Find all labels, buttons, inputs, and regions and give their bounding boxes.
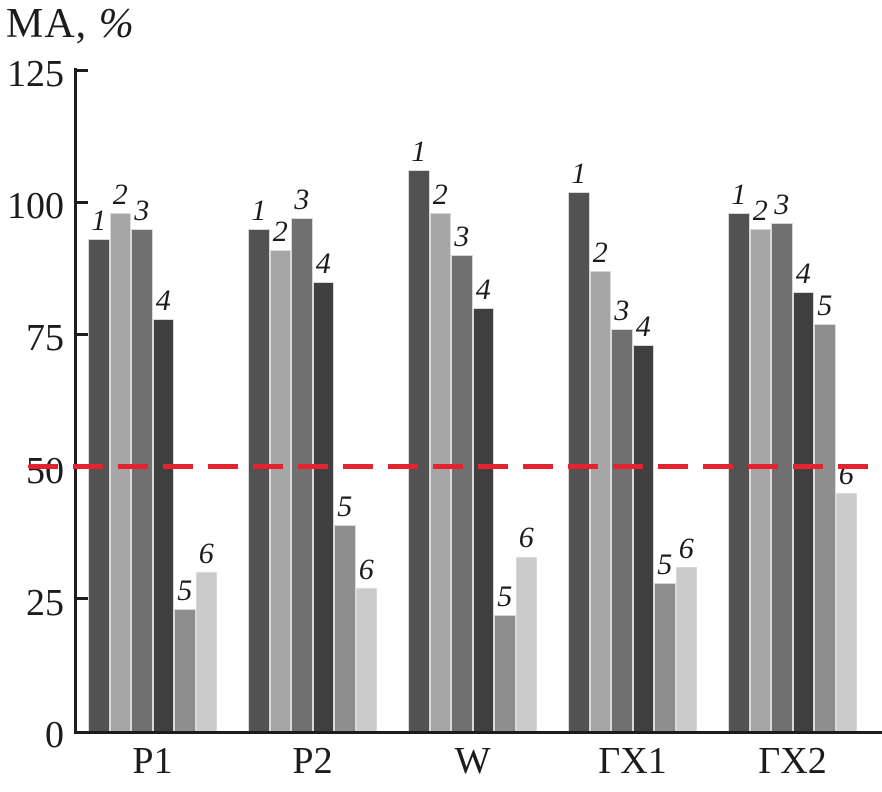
x-category-label-W: W <box>454 740 491 782</box>
bar-number-label-ГХ1-2: 2 <box>592 235 608 269</box>
bar-number-label-ГХ2-3: 3 <box>774 188 790 222</box>
y-tick-75 <box>74 332 88 336</box>
bar-W-series6 <box>515 556 537 731</box>
bar-number-label-W-3: 3 <box>454 220 470 254</box>
bar-ГХ2-series4 <box>792 292 814 731</box>
bar-number-label-P1-3: 3 <box>134 193 150 227</box>
bar-number-label-P1-2: 2 <box>112 177 128 211</box>
bar-ГХ1-series3 <box>611 329 633 731</box>
bar-P1-series1 <box>88 239 110 731</box>
bar-number-label-ГХ1-5: 5 <box>657 547 673 581</box>
bar-P1-series2 <box>109 212 131 731</box>
bar-P2-series5 <box>334 524 356 731</box>
x-category-label-P1: P1 <box>132 740 173 782</box>
y-tick-100 <box>74 200 88 204</box>
bar-number-label-W-2: 2 <box>432 177 448 211</box>
bar-number-label-ГХ2-4: 4 <box>795 257 811 291</box>
bar-P1-series4 <box>152 318 174 731</box>
bar-P1-series6 <box>195 572 217 731</box>
y-axis-title: MA, % <box>6 0 135 48</box>
bar-number-label-ГХ2-5: 5 <box>817 288 833 322</box>
bar-ГХ2-series2 <box>749 228 771 731</box>
bar-number-label-P2-2: 2 <box>272 214 288 248</box>
bar-P1-series5 <box>174 609 196 731</box>
bar-P2-series2 <box>269 249 291 731</box>
y-tick-label-0: 0 <box>45 714 64 756</box>
bar-number-label-P2-4: 4 <box>315 246 331 280</box>
bar-P2-series6 <box>355 588 377 731</box>
reference-line-50pct <box>28 464 882 470</box>
bar-ГХ1-series2 <box>589 270 611 731</box>
bar-number-label-P2-6: 6 <box>358 553 374 587</box>
percent-sign: % <box>98 1 135 47</box>
bar-ГХ1-series5 <box>654 582 676 731</box>
bar-P2-series4 <box>312 281 334 731</box>
bar-P1-series3 <box>131 228 153 731</box>
bar-ГХ2-series1 <box>728 212 750 731</box>
x-category-label-ГХ2: ГХ2 <box>758 740 827 782</box>
bar-number-label-W-4: 4 <box>475 272 491 306</box>
bar-number-label-P2-1: 1 <box>251 193 267 227</box>
y-tick-25 <box>74 597 88 601</box>
bar-number-label-P1-4: 4 <box>155 283 171 317</box>
x-category-label-P2: P2 <box>292 740 333 782</box>
bar-ГХ1-series6 <box>675 567 697 731</box>
y-tick-label-25: 25 <box>26 581 64 624</box>
bar-W-series4 <box>472 307 494 731</box>
bar-number-label-ГХ1-6: 6 <box>678 532 694 566</box>
bar-W-series2 <box>429 212 451 731</box>
bar-ГХ1-series4 <box>632 344 654 731</box>
bar-P2-series3 <box>291 218 313 731</box>
x-axis-line <box>74 731 882 734</box>
bar-number-label-W-6: 6 <box>518 521 534 555</box>
bar-number-label-ГХ2-1: 1 <box>731 177 747 211</box>
bar-W-series3 <box>451 255 473 731</box>
bar-number-label-ГХ1-3: 3 <box>614 294 630 328</box>
bar-number-label-P1-6: 6 <box>198 537 214 571</box>
y-axis-title-text: MA, <box>6 1 99 47</box>
bar-number-label-P2-3: 3 <box>294 183 310 217</box>
bar-number-label-P1-5: 5 <box>177 574 193 608</box>
bar-number-label-P2-5: 5 <box>337 489 353 523</box>
bar-ГХ1-series1 <box>568 191 590 731</box>
y-tick-125 <box>74 68 88 72</box>
y-tick-label-125: 125 <box>7 53 64 95</box>
x-category-label-ГХ1: ГХ1 <box>598 740 667 782</box>
bar-number-label-ГХ2-2: 2 <box>752 193 768 227</box>
y-axis-line <box>74 68 77 734</box>
bar-number-label-W-5: 5 <box>497 579 513 613</box>
bar-number-label-ГХ1-4: 4 <box>635 309 651 343</box>
y-tick-label-50: 50 <box>26 449 64 492</box>
bar-number-label-ГХ1-1: 1 <box>571 156 587 190</box>
y-tick-label-100: 100 <box>7 185 64 228</box>
bar-number-label-P1-1: 1 <box>91 204 107 238</box>
bar-W-series5 <box>494 614 516 731</box>
bar-ГХ2-series5 <box>814 323 836 731</box>
bar-number-label-W-1: 1 <box>411 135 427 169</box>
bar-ГХ2-series3 <box>771 223 793 731</box>
y-tick-label-75: 75 <box>26 317 64 360</box>
bar-ГХ2-series6 <box>835 493 857 731</box>
bar-P2-series1 <box>248 228 270 731</box>
bar-W-series1 <box>408 170 430 731</box>
